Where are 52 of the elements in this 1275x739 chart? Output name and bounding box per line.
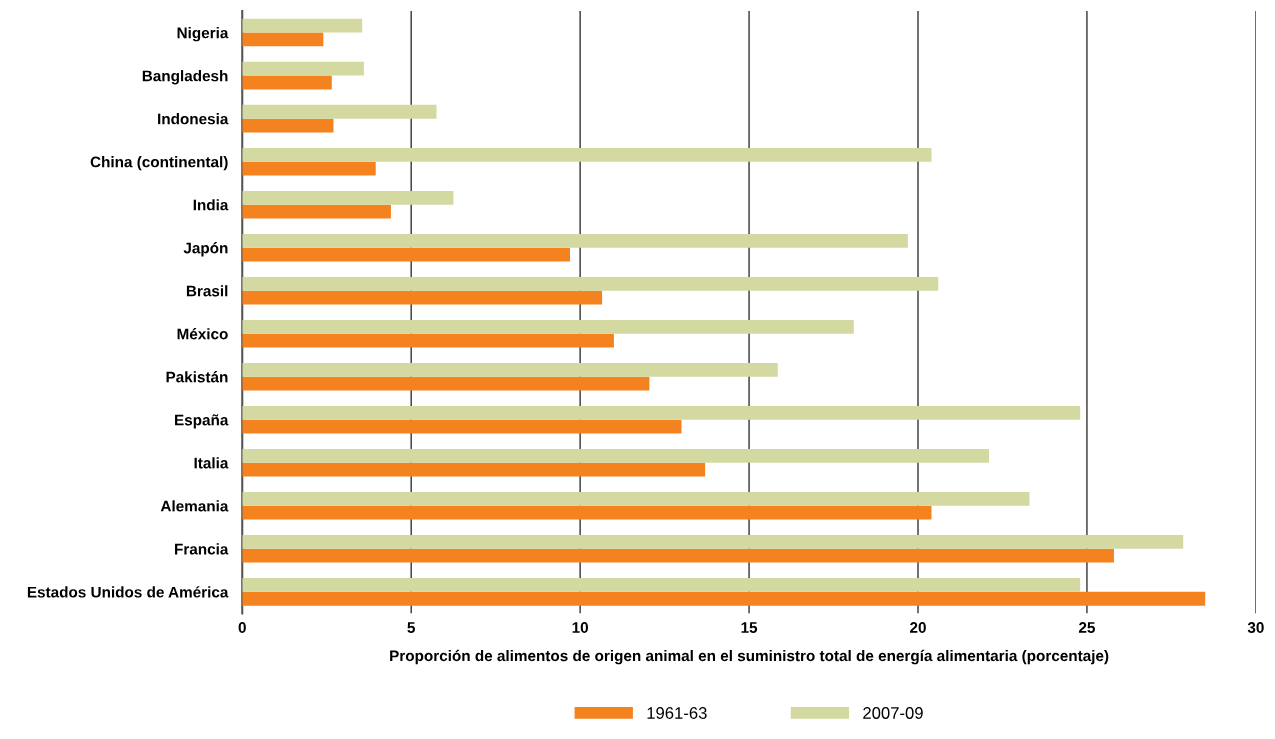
x-tick-label: 10 (572, 622, 588, 633)
y-tick-label: Francia (175, 543, 229, 555)
bar (242, 204, 391, 219)
bar (242, 118, 334, 133)
y-tick-label: Estados Unidos de América (27, 586, 229, 598)
bar (242, 233, 908, 248)
bar (242, 449, 989, 463)
bar (242, 333, 614, 348)
bar (242, 406, 1081, 420)
bar (242, 290, 603, 305)
bar (242, 161, 376, 176)
bar (242, 61, 364, 76)
y-tick-label: Alemania (160, 500, 229, 512)
bar (242, 419, 682, 434)
y-tick-label: Japón (183, 242, 228, 257)
y-tick-label: Brasil (186, 285, 228, 297)
bar (242, 578, 1081, 592)
y-tick-label: India (193, 199, 229, 211)
bar (242, 32, 324, 47)
bar (242, 376, 650, 391)
x-tick-label: 20 (910, 622, 926, 633)
bar (242, 104, 437, 119)
bar (242, 147, 932, 162)
bar (242, 276, 939, 291)
y-tick-label: México (177, 328, 228, 340)
bar (242, 535, 1184, 549)
x-tick-label: 25 (1078, 622, 1096, 633)
x-tick-label: 15 (741, 622, 758, 633)
bar (242, 247, 570, 262)
y-tick-label: Pakistán (166, 371, 228, 383)
y-tick-label: España (175, 414, 229, 429)
y-tick-label: Indonesia (158, 113, 229, 125)
bar (242, 462, 706, 477)
bar (242, 319, 854, 334)
bar (242, 362, 778, 377)
legend-label: 1961-63 (647, 707, 707, 719)
x-axis-title: Proporción de alimentos de origen animal en el suministro total de energía alimentaria (porcentaje) (390, 649, 1109, 665)
y-tick-label: Italia (194, 457, 229, 469)
bar (242, 492, 1030, 506)
bar (242, 505, 932, 520)
x-tick-label: 0 (238, 622, 246, 633)
bar (242, 591, 1206, 606)
x-tick-label: 30 (1247, 622, 1264, 633)
bar (242, 18, 363, 33)
y-tick-label: China (continental) (90, 156, 228, 171)
x-tick-label: 5 (407, 622, 416, 633)
bar (242, 548, 1114, 563)
legend-label: 2007-09 (863, 707, 923, 719)
bar (242, 190, 454, 205)
y-tick-label: Bangladesh (142, 70, 228, 85)
bar (242, 75, 332, 90)
y-tick-label: Nigeria (177, 27, 229, 42)
